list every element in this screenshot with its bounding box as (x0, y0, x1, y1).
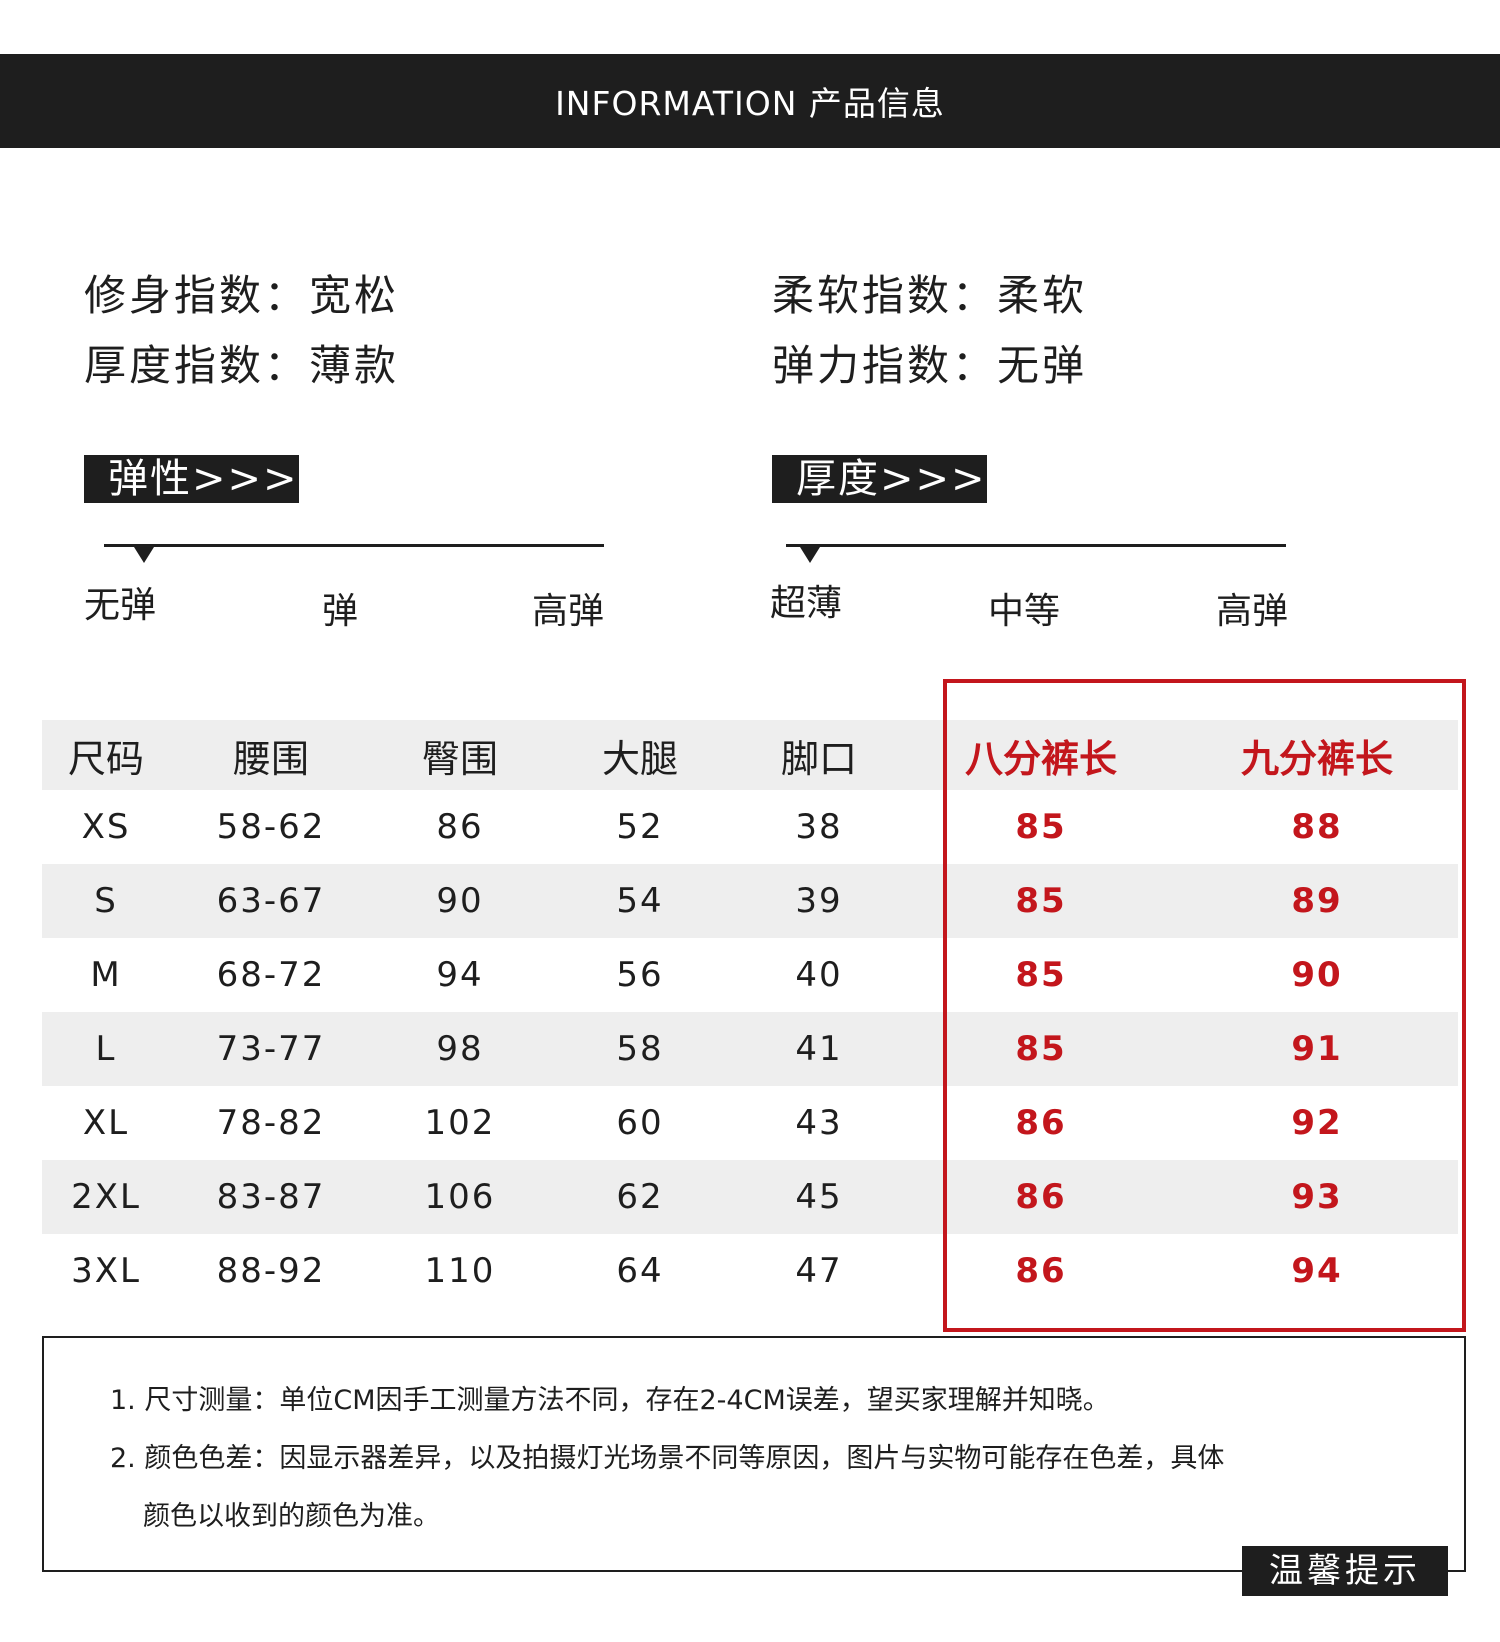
cell-thigh: 56 (616, 955, 664, 995)
thickness-marker-icon (800, 547, 820, 563)
note-line-2: 2. 颜色色差：因显示器差异，以及拍摄灯光场景不同等原因，图片与实物可能存在色差… (110, 1443, 1225, 1474)
table-row: 2XL 83-87 106 62 45 86 93 (42, 1160, 1458, 1234)
cell-waist: 68-72 (216, 955, 326, 995)
cell-hem: 47 (795, 1251, 843, 1291)
cell-thigh: 54 (616, 881, 664, 921)
header-hem: 脚口 (780, 736, 857, 781)
cell-hip: 90 (436, 881, 484, 921)
header-cropped-length: 八分裤长 (964, 736, 1117, 781)
cell-hip: 102 (424, 1103, 496, 1143)
cell-thigh: 60 (616, 1103, 664, 1143)
header-bar: INFORMATION 产品信息 (0, 54, 1500, 148)
cell-cropped-length: 85 (1015, 807, 1067, 847)
cell-hip: 98 (436, 1029, 484, 1069)
header-ankle-length: 九分裤长 (1240, 736, 1393, 781)
cell-hem: 43 (795, 1103, 843, 1143)
header-size: 尺码 (67, 736, 144, 781)
cell-size: 3XL (71, 1251, 141, 1291)
cell-size: L (95, 1029, 117, 1069)
elasticity-scale-line (104, 544, 604, 547)
cell-waist: 73-77 (216, 1029, 326, 1069)
cell-hip: 106 (424, 1177, 496, 1217)
thickness-tag: 厚度>>> (772, 455, 987, 503)
cell-ankle-length: 94 (1291, 1251, 1343, 1291)
note-line-1: 1. 尺寸测量：单位CM因手工测量方法不同，存在2-4CM误差，望买家理解并知晓… (110, 1385, 1110, 1416)
cell-waist: 83-87 (216, 1177, 326, 1217)
table-row: XS 58-62 86 52 38 85 88 (42, 790, 1458, 864)
cell-hem: 40 (795, 955, 843, 995)
thickness-label-ultra-thin: 超薄 (770, 583, 843, 624)
cell-cropped-length: 86 (1015, 1177, 1067, 1217)
header-hip: 臀围 (421, 736, 498, 781)
elasticity-label-high: 高弹 (532, 591, 605, 632)
cell-size: S (94, 881, 118, 921)
notes-tag: 温馨提示 (1242, 1546, 1448, 1596)
cell-size: XS (81, 807, 131, 847)
thickness-label-medium: 中等 (988, 591, 1061, 632)
cell-hip: 94 (436, 955, 484, 995)
elasticity-label-none: 无弹 (84, 585, 157, 626)
thickness-label-high: 高弹 (1216, 591, 1289, 632)
attr-thickness: 厚度指数：薄款 (84, 341, 400, 390)
table-row: 3XL 88-92 110 64 47 86 94 (42, 1234, 1458, 1308)
cell-thigh: 52 (616, 807, 664, 847)
cell-hem: 38 (795, 807, 843, 847)
cell-thigh: 64 (616, 1251, 664, 1291)
cell-waist: 58-62 (216, 807, 326, 847)
elasticity-tag: 弹性>>> (84, 455, 299, 503)
table-row: S 63-67 90 54 39 85 89 (42, 864, 1458, 938)
cell-cropped-length: 85 (1015, 881, 1067, 921)
cell-thigh: 62 (616, 1177, 664, 1217)
thickness-scale-line (786, 544, 1286, 547)
cell-ankle-length: 93 (1291, 1177, 1343, 1217)
cell-waist: 63-67 (216, 881, 326, 921)
table-row: M 68-72 94 56 40 85 90 (42, 938, 1458, 1012)
attr-fit: 修身指数：宽松 (84, 271, 400, 320)
size-table-header-row: 尺码 腰围 臀围 大腿 脚口 八分裤长 九分裤长 (42, 720, 1458, 790)
elasticity-label-mid: 弹 (322, 591, 359, 632)
header-title: INFORMATION 产品信息 (555, 84, 945, 123)
cell-hip: 86 (436, 807, 484, 847)
cell-hem: 45 (795, 1177, 843, 1217)
cell-hip: 110 (424, 1251, 496, 1291)
note-line-3: 颜色以收到的颜色为准。 (143, 1501, 440, 1532)
cell-ankle-length: 92 (1291, 1103, 1343, 1143)
cell-waist: 78-82 (216, 1103, 326, 1143)
cell-hem: 41 (795, 1029, 843, 1069)
cell-ankle-length: 90 (1291, 955, 1343, 995)
cell-size: 2XL (71, 1177, 141, 1217)
table-row: XL 78-82 102 60 43 86 92 (42, 1086, 1458, 1160)
cell-ankle-length: 88 (1291, 807, 1343, 847)
attr-softness: 柔软指数：柔软 (772, 271, 1088, 320)
cell-ankle-length: 89 (1291, 881, 1343, 921)
cell-cropped-length: 85 (1015, 955, 1067, 995)
notes-box (42, 1336, 1466, 1572)
attr-elasticity: 弹力指数：无弹 (772, 341, 1088, 390)
cell-cropped-length: 86 (1015, 1251, 1067, 1291)
cell-size: M (90, 955, 122, 995)
elasticity-marker-icon (134, 547, 154, 563)
header-thigh: 大腿 (601, 736, 678, 781)
cell-waist: 88-92 (216, 1251, 326, 1291)
cell-size: XL (82, 1103, 130, 1143)
cell-cropped-length: 85 (1015, 1029, 1067, 1069)
table-row: L 73-77 98 58 41 85 91 (42, 1012, 1458, 1086)
header-waist: 腰围 (232, 736, 309, 781)
cell-cropped-length: 86 (1015, 1103, 1067, 1143)
size-table: 尺码 腰围 臀围 大腿 脚口 八分裤长 九分裤长 XS 58-62 86 52 … (42, 720, 1458, 1308)
cell-ankle-length: 91 (1291, 1029, 1343, 1069)
cell-thigh: 58 (616, 1029, 664, 1069)
cell-hem: 39 (795, 881, 843, 921)
